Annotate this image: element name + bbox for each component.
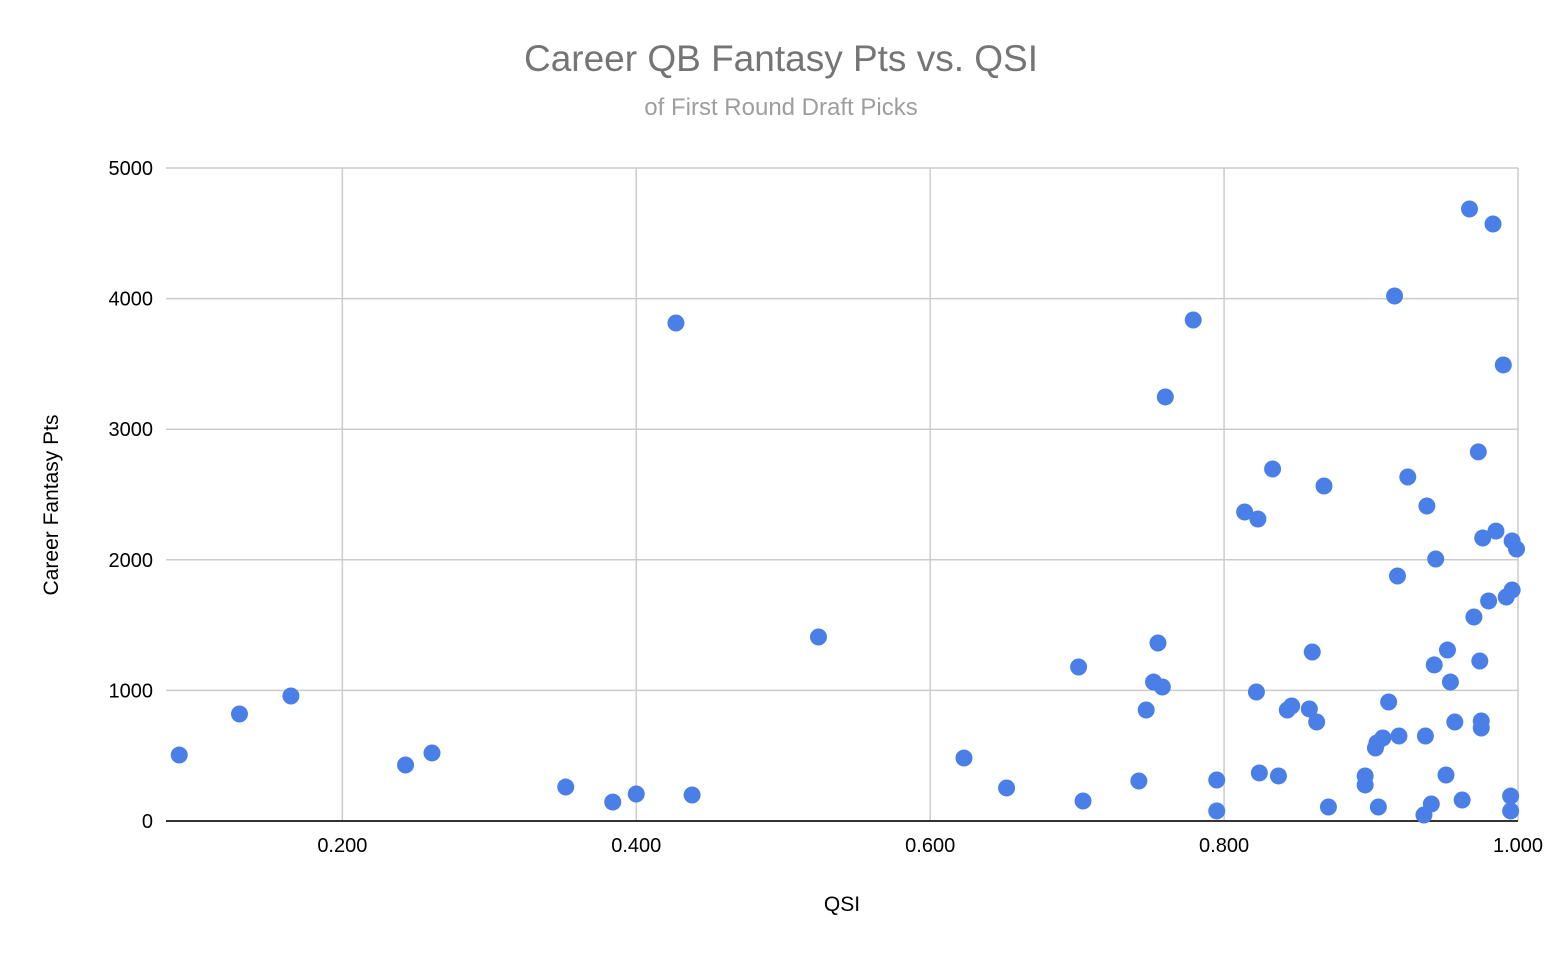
data-point xyxy=(1438,641,1456,659)
chart-subtitle: of First Round Draft Picks xyxy=(644,94,918,121)
x-axis-ticks: 0.200 0.400 0.600 0.800 1.000 xyxy=(317,835,1543,857)
data-point xyxy=(1247,683,1265,701)
data-point xyxy=(1074,792,1092,810)
data-point xyxy=(1416,727,1434,745)
data-point xyxy=(1399,468,1417,486)
y-axis-ticks: 0 1000 2000 3000 4000 5000 xyxy=(109,158,154,833)
data-point xyxy=(1484,215,1502,233)
data-point xyxy=(1208,802,1226,820)
data-point xyxy=(1422,795,1440,813)
data-point xyxy=(1380,693,1398,711)
data-point xyxy=(557,778,575,796)
data-point xyxy=(1480,592,1498,610)
data-point xyxy=(1153,678,1171,696)
data-point xyxy=(1427,550,1445,568)
data-point xyxy=(1149,634,1167,652)
data-point xyxy=(423,744,441,762)
data-points xyxy=(170,200,1526,824)
data-point xyxy=(1418,497,1436,515)
y-tick-label: 0 xyxy=(142,811,153,833)
data-point xyxy=(627,785,645,803)
data-point xyxy=(1474,529,1492,547)
data-point xyxy=(1315,477,1333,495)
data-point xyxy=(604,793,622,811)
y-tick-label: 3000 xyxy=(109,419,154,441)
data-point xyxy=(1308,713,1326,731)
data-point xyxy=(1208,771,1226,789)
y-tick-label: 2000 xyxy=(109,550,154,572)
y-tick-label: 1000 xyxy=(109,680,154,702)
data-point xyxy=(1386,287,1404,305)
data-point xyxy=(998,779,1016,797)
data-point xyxy=(667,314,685,332)
data-point xyxy=(1471,652,1489,670)
data-point xyxy=(1249,510,1267,528)
data-point xyxy=(1156,388,1174,406)
data-point xyxy=(397,756,415,774)
y-tick-label: 5000 xyxy=(109,158,154,180)
data-point xyxy=(1390,727,1408,745)
data-point xyxy=(1487,522,1505,540)
data-point xyxy=(1469,443,1487,461)
data-point xyxy=(1441,673,1459,691)
data-point xyxy=(1461,200,1479,218)
data-point xyxy=(1236,503,1254,521)
data-point xyxy=(1374,729,1392,747)
data-point xyxy=(1184,311,1202,329)
data-point xyxy=(1319,798,1337,816)
x-tick-label: 0.400 xyxy=(611,835,661,857)
gridlines xyxy=(166,167,1519,821)
data-point xyxy=(1437,766,1455,784)
data-point xyxy=(1425,656,1443,674)
x-tick-label: 0.200 xyxy=(317,835,367,857)
data-point xyxy=(1503,581,1521,599)
data-point xyxy=(1070,658,1088,676)
data-point xyxy=(1303,643,1321,661)
x-tick-label: 1.000 xyxy=(1493,835,1543,857)
chart-title: Career QB Fantasy Pts vs. QSI xyxy=(523,38,1039,79)
data-point xyxy=(1264,460,1282,478)
data-point xyxy=(1446,713,1464,731)
x-tick-label: 0.800 xyxy=(1199,835,1249,857)
x-axis-label: QSI xyxy=(823,893,861,916)
data-point xyxy=(1269,767,1287,785)
data-point xyxy=(282,687,300,705)
data-point xyxy=(1369,798,1387,816)
data-point xyxy=(809,628,827,646)
data-point xyxy=(1453,791,1471,809)
data-point xyxy=(170,746,188,764)
data-point xyxy=(1388,567,1406,585)
data-point xyxy=(955,749,973,767)
data-point xyxy=(683,786,701,804)
data-point xyxy=(1300,700,1318,718)
data-point xyxy=(1283,697,1301,715)
data-point xyxy=(1472,719,1490,737)
data-point xyxy=(1502,802,1520,820)
y-tick-label: 4000 xyxy=(109,289,154,311)
data-point xyxy=(230,705,248,723)
data-point xyxy=(1502,787,1520,805)
data-point xyxy=(1130,772,1148,790)
data-point xyxy=(1137,701,1155,719)
data-point xyxy=(1494,356,1512,374)
data-point xyxy=(1465,608,1483,626)
x-tick-label: 0.600 xyxy=(905,835,955,857)
data-point xyxy=(1356,776,1374,794)
data-point xyxy=(1508,540,1526,558)
data-point xyxy=(1250,764,1268,782)
